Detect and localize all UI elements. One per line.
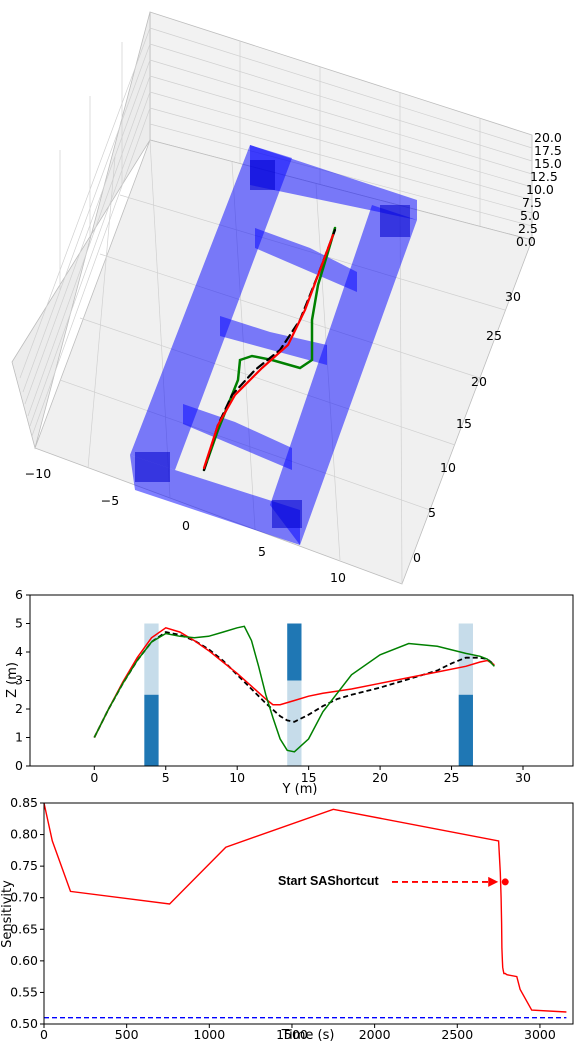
x-axis-label: Time (s) — [281, 1028, 335, 1041]
z-tick: 0.0 — [516, 234, 536, 249]
series-line-2 — [93, 625, 495, 753]
z-tick: 12.5 — [530, 169, 558, 184]
y-tick: 10 — [440, 460, 456, 475]
frame-corner-bottom-right — [272, 500, 302, 528]
x-tick-label: 1500 — [276, 1027, 308, 1041]
3d-x-ticks: −10 −5 0 5 10 — [25, 466, 346, 585]
sensitivity-line-0 — [43, 802, 567, 1013]
gate-solid-2 — [458, 694, 473, 766]
y-axis-ticks: 0 1 2 3 4 5 6 — [15, 588, 30, 773]
y-tick-label: 0.55 — [10, 984, 38, 999]
annotation-layer: Start SAShortcut — [278, 874, 499, 888]
x-tick-label: 20 — [372, 770, 388, 785]
y-axis-ticks: 0.50 0.55 0.60 0.65 0.70 0.75 0.80 0.85 — [10, 796, 44, 1031]
3d-obstacles — [130, 145, 417, 545]
series-layer — [43, 802, 567, 1019]
3d-trajectories — [202, 226, 337, 472]
gate-opening-0 — [144, 623, 159, 695]
x-tick: 10 — [330, 570, 346, 585]
y-tick-label: 0.50 — [10, 1016, 38, 1031]
annotation-arrow-head — [488, 876, 499, 887]
frame-corner-bottom-left — [135, 452, 170, 482]
y-tick-label: 6 — [15, 588, 23, 602]
y-tick-label: 4 — [15, 644, 23, 659]
series-layer — [93, 625, 495, 753]
y-tick: 20 — [471, 374, 487, 389]
3d-left-pane — [11, 11, 151, 450]
x-tick-label: 15 — [301, 770, 317, 785]
y-tick-label: 0.65 — [10, 921, 38, 936]
y-tick-label: 2 — [15, 701, 23, 716]
x-tick: −10 — [25, 466, 51, 481]
z-tick: 17.5 — [534, 143, 562, 158]
y-tick: 5 — [428, 505, 436, 520]
y-tick: 15 — [456, 416, 472, 431]
x-tick-label: 1000 — [193, 1027, 225, 1041]
y-tick-label: 0.75 — [10, 858, 38, 873]
x-tick: 0 — [182, 518, 190, 533]
y-tick-label: 0.80 — [10, 827, 38, 842]
z-tick: 20.0 — [534, 130, 562, 145]
y-tick-label: 0.85 — [10, 796, 38, 810]
x-axis-ticks: 0 5 10 15 20 25 30 — [90, 766, 531, 785]
plot-frame — [43, 802, 574, 1025]
gate-opening-2 — [458, 623, 473, 695]
y-tick-label: 3 — [15, 673, 23, 688]
x-axis-label: Y (m) — [282, 782, 318, 797]
x-tick-label: 10 — [229, 770, 245, 785]
annotation-text: Start SAShortcut — [278, 874, 380, 888]
z-tick: 15.0 — [534, 156, 562, 171]
x-axis-ticks: 0 500 1000 1500 2000 2500 3000 — [40, 1024, 556, 1041]
y-tick-label: 5 — [15, 616, 23, 631]
z-tick: 5.0 — [520, 208, 540, 223]
y-tick: 0 — [413, 550, 421, 565]
y-tick-label: 0.70 — [10, 890, 38, 905]
y-axis-label: Sensitivity — [0, 880, 15, 948]
x-tick: −5 — [101, 493, 119, 508]
gate-upper — [255, 228, 357, 292]
x-tick-label: 0 — [40, 1027, 48, 1041]
3d-z-ticks: 20.0 17.5 15.0 12.5 10.0 7.5 5.0 2.5 0.0 — [516, 130, 562, 249]
frame-top-bar — [250, 145, 417, 220]
y-tick-label: 0.60 — [10, 953, 38, 968]
frame-right-rail — [270, 205, 417, 545]
3d-obstacles-dark — [135, 160, 410, 528]
chart-sensitivity: 0 500 1000 1500 2000 2500 3000 0.50 0.55 0.60 0.6… — [0, 796, 574, 1041]
x-tick-label: 3000 — [524, 1027, 556, 1041]
gate-lower — [183, 404, 292, 470]
x-tick-label: 30 — [515, 770, 531, 785]
chart-yz-profile: 0 5 10 15 20 25 30 0 1 2 3 4 5 6 Y (m) Z (m) — [5, 588, 574, 797]
y-axis-label: Z (m) — [5, 662, 20, 698]
z-tick: 7.5 — [522, 195, 542, 210]
y-tick-label: 1 — [15, 730, 23, 745]
x-tick-label: 0 — [90, 770, 98, 785]
frame-corner-top-left — [250, 160, 275, 190]
z-tick: 2.5 — [518, 221, 538, 236]
x-tick: 5 — [258, 544, 266, 559]
y-tick: 30 — [505, 289, 521, 304]
series-line-1 — [93, 626, 495, 738]
x-tick-label: 5 — [162, 770, 170, 785]
x-tick-label: 500 — [115, 1027, 139, 1041]
3d-y-ticks: 30 25 20 15 10 5 0 — [413, 289, 521, 565]
z-tick: 10.0 — [526, 182, 554, 197]
x-tick-label: 25 — [444, 770, 460, 785]
frame-bottom-bar — [130, 455, 300, 545]
3d-red-path — [202, 233, 335, 470]
gate-solid-0 — [144, 694, 159, 766]
x-tick-label: 2500 — [441, 1027, 473, 1041]
y-tick: 25 — [486, 328, 502, 343]
start-marker — [501, 878, 509, 886]
gate-solid-1 — [287, 623, 302, 681]
y-tick-label: 0 — [15, 758, 23, 773]
gate-middle — [220, 316, 327, 365]
x-tick-label: 2000 — [359, 1027, 391, 1041]
frame-left-rail — [130, 145, 292, 470]
frame-corner-top-right — [380, 205, 410, 237]
chart-3d-view: 20.0 17.5 15.0 12.5 10.0 7.5 5.0 2.5 0.0… — [11, 11, 562, 585]
gate-opening-1 — [287, 680, 302, 766]
